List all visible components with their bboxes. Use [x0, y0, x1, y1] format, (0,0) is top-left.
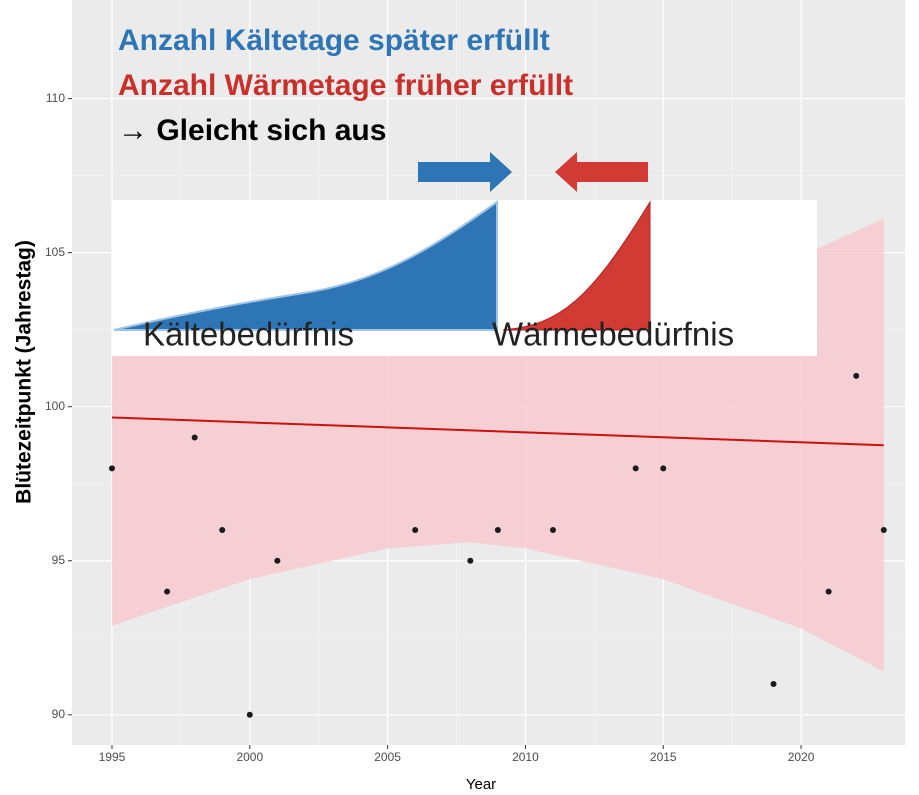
point	[771, 681, 777, 687]
x-tick-label: 2005	[374, 750, 401, 764]
x-tick-label: 2020	[788, 750, 815, 764]
y-tick-label: 90	[52, 707, 66, 721]
inset-label: Kältebedürfnis	[143, 316, 354, 353]
y-tick-label: 95	[52, 553, 66, 567]
point	[412, 527, 418, 533]
x-axis-title: Year	[466, 776, 496, 793]
point	[826, 589, 832, 595]
point	[247, 712, 253, 718]
point	[192, 435, 198, 441]
point	[467, 558, 473, 564]
point	[495, 527, 501, 533]
y-tick-label: 100	[45, 399, 65, 413]
point	[274, 558, 280, 564]
annotation: Anzahl Kältetage später erfüllt	[118, 24, 550, 57]
x-tick-label: 2015	[650, 750, 677, 764]
arrow	[418, 162, 492, 182]
point	[853, 373, 859, 379]
y-tick-label: 105	[45, 245, 65, 259]
point	[633, 465, 639, 471]
point	[660, 465, 666, 471]
y-axis-title: Blütezeitpunkt (Jahrestag)	[13, 240, 36, 504]
x-tick-label: 2000	[236, 750, 263, 764]
y-tick-label: 110	[46, 91, 65, 105]
arrow	[575, 162, 648, 182]
annotation: → Gleicht sich aus	[118, 114, 386, 147]
point	[164, 589, 170, 595]
point	[109, 465, 115, 471]
x-tick-label: 2010	[512, 750, 539, 764]
point	[881, 527, 887, 533]
point	[550, 527, 556, 533]
chart: Year Blütezeitpunkt (Jahrestag) 1995 2000…	[0, 0, 919, 795]
point	[219, 527, 225, 533]
x-tick-label: 1995	[99, 750, 126, 764]
annotation: Anzahl Wärmetage früher erfüllt	[118, 69, 573, 102]
inset-label: Wärmebedürfnis	[492, 316, 734, 353]
